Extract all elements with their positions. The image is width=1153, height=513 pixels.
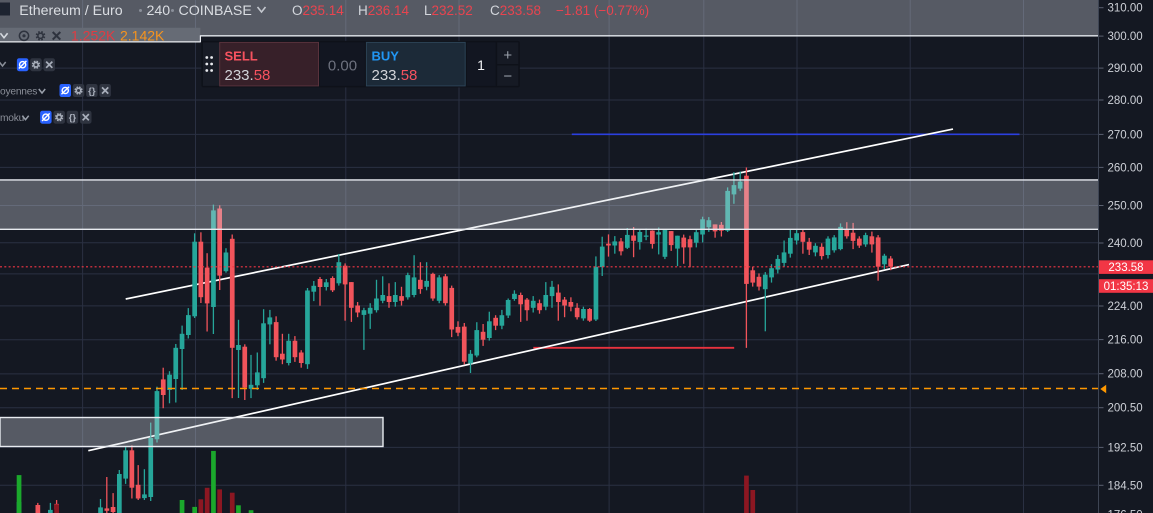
- svg-text:300.00: 300.00: [1108, 31, 1143, 43]
- svg-text:L232.52: L232.52: [424, 3, 473, 18]
- svg-text:0.00: 0.00: [328, 58, 357, 75]
- svg-text:2.142K: 2.142K: [120, 28, 165, 44]
- svg-text:216.00: 216.00: [1108, 335, 1143, 347]
- svg-text:SELL: SELL: [225, 49, 258, 64]
- svg-text:{}: {}: [88, 86, 96, 97]
- svg-text:Ethereum / Euro: Ethereum / Euro: [19, 3, 122, 19]
- svg-text:COINBASE: COINBASE: [179, 3, 252, 19]
- svg-text:−: −: [503, 68, 512, 85]
- svg-text:233.58: 233.58: [225, 67, 271, 84]
- svg-text:290.00: 290.00: [1108, 63, 1143, 75]
- svg-text:176.50: 176.50: [1108, 510, 1143, 513]
- svg-text:O235.14: O235.14: [292, 3, 344, 18]
- svg-text:192.50: 192.50: [1108, 442, 1143, 454]
- svg-text:184.50: 184.50: [1108, 480, 1143, 492]
- svg-text:{}: {}: [69, 113, 77, 124]
- svg-text:01:35:13: 01:35:13: [1104, 281, 1149, 293]
- svg-text:+: +: [503, 47, 512, 64]
- svg-text:240.00: 240.00: [1108, 238, 1143, 250]
- svg-text:moku: moku: [0, 113, 24, 124]
- svg-text:1: 1: [477, 57, 485, 73]
- svg-text:C233.58: C233.58: [490, 3, 541, 18]
- svg-text:200.50: 200.50: [1108, 403, 1143, 415]
- svg-text:233.58: 233.58: [372, 67, 418, 84]
- svg-text:280.00: 280.00: [1108, 95, 1143, 107]
- svg-text:260.00: 260.00: [1108, 162, 1143, 174]
- svg-text:270.00: 270.00: [1108, 129, 1143, 141]
- svg-text:−1.81 (−0.77%): −1.81 (−0.77%): [556, 3, 649, 18]
- svg-text:208.00: 208.00: [1108, 369, 1143, 381]
- svg-text:250.00: 250.00: [1108, 201, 1143, 213]
- svg-text:oyennes: oyennes: [0, 87, 37, 98]
- svg-text:310.00: 310.00: [1108, 3, 1143, 15]
- svg-text:H236.14: H236.14: [358, 3, 410, 18]
- svg-text:BUY: BUY: [372, 49, 400, 64]
- svg-text:224.00: 224.00: [1108, 301, 1143, 313]
- svg-text:1.252K: 1.252K: [71, 28, 116, 44]
- svg-text:233.58: 233.58: [1108, 262, 1143, 274]
- svg-text:240: 240: [147, 3, 171, 19]
